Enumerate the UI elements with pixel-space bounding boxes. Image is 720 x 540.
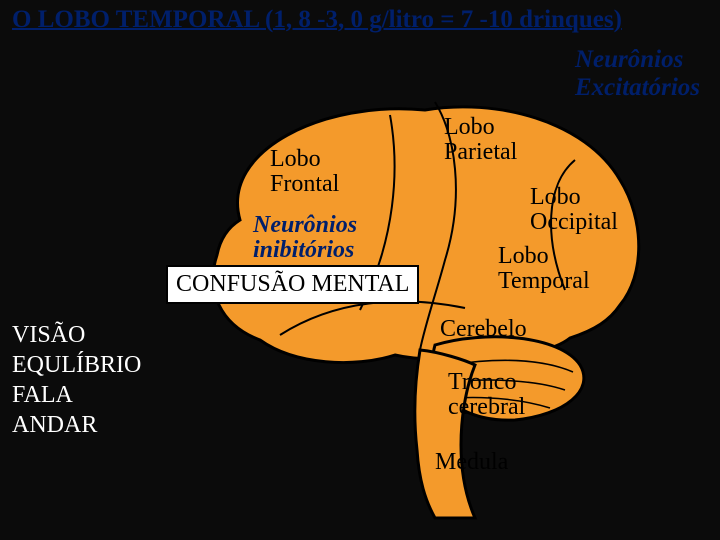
inhibitory-l2: inibitórios <box>253 237 354 263</box>
side-l4: ANDAR <box>12 412 97 438</box>
lobo-occipital-label: Lobo Occipital <box>530 185 618 235</box>
brain-diagram <box>165 90 655 520</box>
lobo-temporal-label: Lobo Temporal <box>498 244 590 294</box>
lobo-temporal-l1: Lobo <box>498 243 549 269</box>
excitatory-line1: Neurônios <box>575 46 683 73</box>
cerebelo-label: Cerebelo <box>440 317 527 342</box>
medula-label: Medula <box>435 450 508 475</box>
inhibitory-l1: Neurônios <box>253 212 357 238</box>
lobo-frontal-l2: Frontal <box>270 171 339 197</box>
lobo-parietal-l1: Lobo <box>444 114 495 140</box>
lobo-occipital-l2: Occipital <box>530 209 618 235</box>
lobo-occipital-l1: Lobo <box>530 184 581 210</box>
side-l3: FALA <box>12 382 73 408</box>
lobo-temporal-l2: Temporal <box>498 268 590 294</box>
brain-svg <box>165 90 655 520</box>
tronco-label: Tronco cerebral <box>448 370 525 420</box>
inhibitory-neurons-label: Neurônios inibitórios <box>253 213 357 263</box>
page-title: O LOBO TEMPORAL (1, 8 -3, 0 g/litro = 7 … <box>12 6 622 34</box>
lobo-parietal-label: Lobo Parietal <box>444 115 517 165</box>
tronco-l1: Tronco <box>448 369 516 395</box>
lobo-parietal-l2: Parietal <box>444 139 517 165</box>
side-effects-list: VISÃO EQULÍBRIO FALA ANDAR <box>12 320 141 440</box>
lobo-frontal-l1: Lobo <box>270 146 321 172</box>
tronco-l2: cerebral <box>448 394 525 420</box>
confusion-box: CONFUSÃO MENTAL <box>166 265 419 304</box>
side-l2: EQULÍBRIO <box>12 352 141 378</box>
lobo-frontal-label: Lobo Frontal <box>270 147 339 197</box>
side-l1: VISÃO <box>12 322 85 348</box>
